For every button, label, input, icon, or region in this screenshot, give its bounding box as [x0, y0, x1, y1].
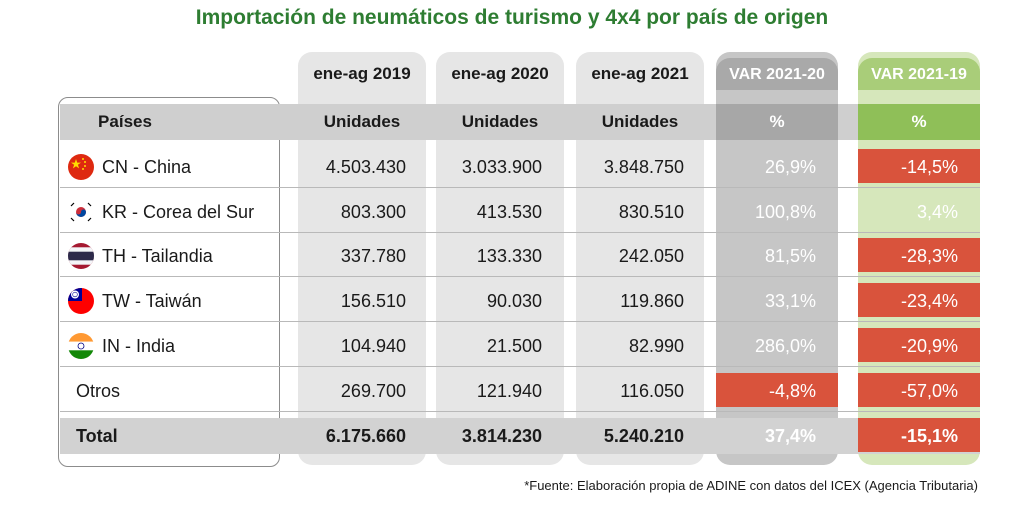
- var-2021-19-header-bg: [858, 58, 980, 90]
- header-var-2021-19: VAR 2021-19: [871, 66, 967, 83]
- country-label: IN - India: [102, 335, 176, 356]
- value-2021: 3.848.750: [603, 157, 684, 177]
- taiwan-flag-icon: [68, 288, 94, 314]
- negative-cell-bg: [858, 238, 980, 272]
- value-2020: 133.330: [476, 246, 542, 266]
- source-note: *Fuente: Elaboración propia de ADINE con…: [524, 478, 978, 493]
- units-2020: Unidades: [461, 112, 539, 131]
- thailand-flag-icon: [68, 243, 94, 269]
- country-cell: CN - China: [68, 154, 191, 180]
- value-2019: 337.780: [340, 246, 406, 266]
- value-2019: 4.503.430: [325, 157, 406, 177]
- country-label: KR - Corea del Sur: [102, 201, 255, 222]
- value-var-2021-20: 81,5%: [764, 246, 816, 266]
- value-var-2021-20: -4,8%: [768, 381, 816, 401]
- var-2021-19-units-bg: [858, 104, 980, 140]
- value-2019: 6.175.660: [325, 426, 406, 446]
- header-2020: ene-ag 2020: [451, 64, 549, 83]
- south-korea-flag-icon: [68, 199, 94, 225]
- country-label: Total: [76, 425, 118, 446]
- country-label: Otros: [76, 380, 121, 401]
- value-var-2021-20: 33,1%: [764, 291, 816, 311]
- total-label: Total: [76, 423, 118, 449]
- value-var-2021-19: -57,0%: [900, 381, 958, 401]
- india-flag-icon: [68, 333, 94, 359]
- value-var-2021-20: 100,8%: [754, 202, 816, 222]
- country-cell: Otros: [76, 378, 120, 404]
- row-divider: [60, 321, 980, 322]
- value-2019: 156.510: [340, 291, 406, 311]
- var-2021-20-header-bg: [716, 58, 838, 90]
- value-var-2021-19: -14,5%: [900, 157, 958, 177]
- value-var-2021-19: -15,1%: [900, 426, 958, 446]
- negative-cell-bg: [858, 328, 980, 362]
- chart-title: Importación de neumáticos de turismo y 4…: [195, 6, 829, 29]
- value-2020: 3.814.230: [461, 426, 542, 446]
- negative-cell-bg: [858, 418, 980, 452]
- value-2021: 116.050: [620, 381, 684, 401]
- country-cell: TH - Tailandia: [68, 243, 213, 269]
- row-divider: [60, 187, 980, 188]
- value-var-2021-19: -20,9%: [900, 336, 958, 356]
- value-2021: 242.050: [618, 246, 684, 266]
- negative-cell-bg: [858, 373, 980, 407]
- var-2021-20-units-bg: [716, 104, 838, 140]
- units-var-2021-19: %: [911, 112, 927, 131]
- value-var-2021-20: 37,4%: [764, 426, 816, 446]
- row-divider: [60, 411, 980, 412]
- value-var-2021-20: 26,9%: [764, 157, 816, 177]
- negative-cell-bg: [716, 373, 838, 407]
- value-2020: 21.500: [486, 336, 542, 356]
- units-2021: Unidades: [601, 112, 679, 131]
- units-2019: Unidades: [323, 112, 401, 131]
- row-divider: [60, 276, 980, 277]
- country-cell: KR - Corea del Sur: [68, 199, 254, 225]
- header-2019: ene-ag 2019: [313, 64, 411, 83]
- row-divider: [60, 366, 980, 367]
- header-2021: ene-ag 2021: [591, 64, 689, 83]
- value-2020: 121.940: [476, 381, 542, 401]
- value-2019: 269.700: [340, 381, 406, 401]
- value-2019: 104.940: [340, 336, 406, 356]
- value-var-2021-19: -28,3%: [900, 246, 958, 266]
- value-2021: 830.510: [618, 202, 684, 222]
- country-label: CN - China: [102, 156, 192, 177]
- header-paises: Países: [98, 112, 152, 131]
- value-2021: 119.860: [620, 291, 684, 311]
- header-var-2021-20: VAR 2021-20: [729, 66, 825, 83]
- units-var-2021-20: %: [769, 112, 785, 131]
- country-cell: TW - Taiwán: [68, 288, 202, 314]
- value-2020: 90.030: [486, 291, 542, 311]
- negative-cell-bg: [858, 149, 980, 183]
- row-divider: [60, 232, 980, 233]
- value-2019: 803.300: [340, 202, 406, 222]
- value-2020: 413.530: [476, 202, 542, 222]
- country-label: TH - Tailandia: [102, 245, 213, 266]
- value-var-2021-19: 3,4%: [916, 202, 958, 222]
- china-flag-icon: [68, 154, 94, 180]
- value-2020: 3.033.900: [461, 157, 542, 177]
- value-2021: 82.990: [628, 336, 684, 356]
- value-var-2021-20: 286,0%: [754, 336, 816, 356]
- total-band: [60, 418, 980, 454]
- country-cell: IN - India: [68, 333, 175, 359]
- countries-box: [58, 97, 280, 467]
- country-label: TW - Taiwán: [102, 290, 202, 311]
- value-2021: 5.240.210: [603, 426, 684, 446]
- negative-cell-bg: [858, 283, 980, 317]
- value-var-2021-19: -23,4%: [900, 291, 958, 311]
